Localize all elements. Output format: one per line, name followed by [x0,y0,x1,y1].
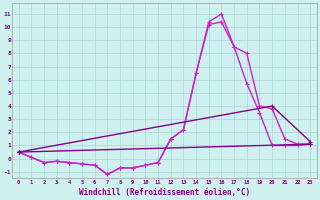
X-axis label: Windchill (Refroidissement éolien,°C): Windchill (Refroidissement éolien,°C) [79,188,250,197]
